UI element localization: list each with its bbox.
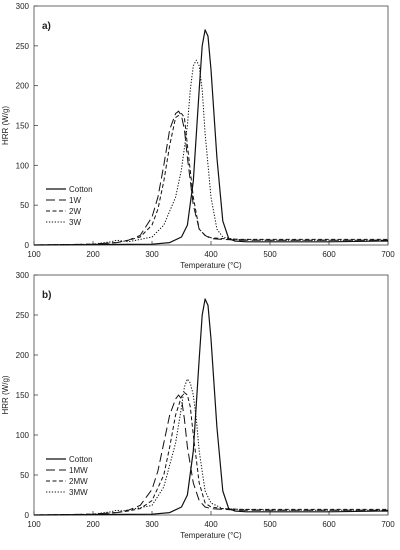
legend-label: 1W	[69, 196, 81, 205]
legend-label: Cotton	[69, 455, 93, 464]
x-tick-label: 100	[27, 520, 41, 529]
chart-panel-a: 0 50 100 150 200 250 300 100 200 300 400 500 600 700 T…	[1, 2, 395, 270]
legend-label: 2MW	[69, 477, 88, 486]
series-line-cotton	[33, 298, 389, 516]
legend-label: Cotton	[69, 185, 93, 194]
series-line-2mw	[33, 392, 388, 516]
x-tick-label: 400	[204, 250, 218, 259]
y-tick-label: 200	[16, 82, 30, 91]
x-tick-label: 100	[27, 250, 41, 259]
y-tick-label: 150	[16, 391, 30, 400]
x-axis-label: Temperature (°C)	[180, 261, 242, 270]
plot-frame	[33, 5, 389, 246]
x-tick-label: 300	[145, 520, 159, 529]
y-tick-label: 250	[16, 311, 30, 320]
x-tick-label: 700	[381, 250, 395, 259]
series-line-1mw	[33, 394, 388, 516]
series-line-cotton	[33, 29, 389, 246]
y-axis-label: HRR (W/g)	[1, 375, 10, 414]
x-tick-label: 500	[263, 250, 277, 259]
x-axis-label: Temperature (°C)	[180, 531, 242, 540]
y-tick-label: 200	[16, 351, 30, 360]
y-axis-label: HRR (W/g)	[1, 106, 10, 145]
legend-label: 3W	[69, 218, 81, 227]
y-tick-label: 100	[16, 431, 30, 440]
x-tick-label: 400	[204, 520, 218, 529]
series-line-2w	[33, 113, 388, 246]
x-tick-label: 700	[381, 520, 395, 529]
series-line-1w	[33, 110, 388, 246]
y-tick-label: 50	[20, 201, 29, 210]
series-line-3w	[33, 59, 388, 246]
legend-label: 2W	[69, 207, 81, 216]
panel-label: b)	[42, 290, 51, 301]
y-tick-label: 50	[20, 471, 29, 480]
series-line-3mw	[33, 378, 388, 516]
x-tick-label: 600	[322, 520, 336, 529]
x-tick-label: 300	[145, 250, 159, 259]
legend-label: 3MW	[69, 488, 88, 497]
y-tick-label: 300	[16, 271, 30, 280]
panel-label: a)	[42, 21, 51, 32]
y-tick-label: 250	[16, 42, 30, 51]
y-tick-label: 0	[25, 241, 30, 250]
y-tick-label: 300	[16, 2, 30, 11]
x-tick-label: 200	[86, 250, 100, 259]
legend-label: 1MW	[69, 466, 88, 475]
x-tick-label: 500	[263, 520, 277, 529]
chart-panel-b: 0 50 100 150 200 250 300 100 200 300 400 500 600 700 T…	[1, 271, 395, 540]
y-tick-label: 150	[16, 122, 30, 131]
x-tick-label: 200	[86, 520, 100, 529]
y-tick-label: 0	[25, 511, 30, 520]
x-tick-label: 600	[322, 250, 336, 259]
y-tick-label: 100	[16, 161, 30, 170]
